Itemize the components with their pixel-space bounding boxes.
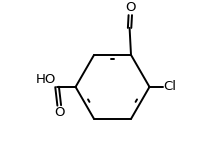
Text: Cl: Cl <box>163 80 176 93</box>
Text: O: O <box>125 1 136 14</box>
Text: HO: HO <box>36 73 56 86</box>
Text: O: O <box>54 106 64 119</box>
